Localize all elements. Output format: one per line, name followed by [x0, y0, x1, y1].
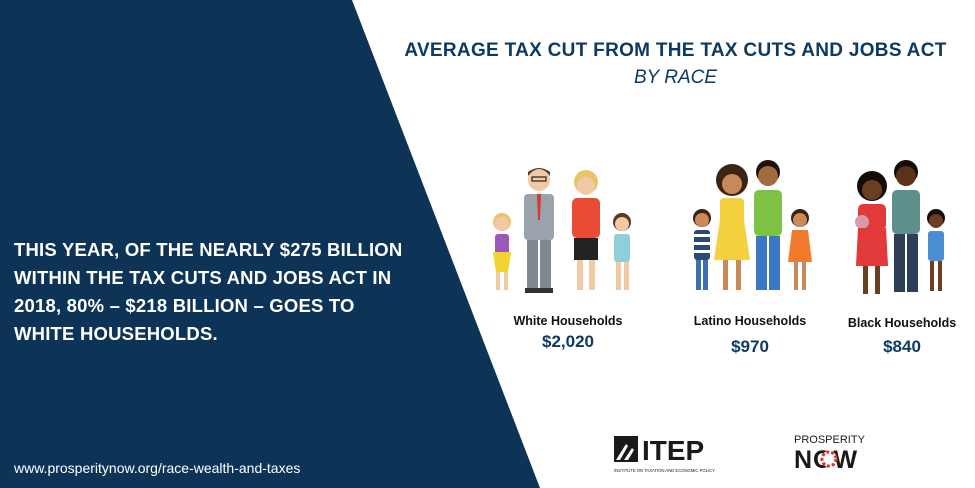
- statement-line: 2018, 80% – $218 BILLION – GOES TO: [14, 295, 355, 316]
- itep-tagline: INSTITUTE ON TAXATION AND ECONOMIC POLIC…: [614, 468, 715, 473]
- prosperity-now-logo: PROSPERITY NOW: [792, 432, 882, 481]
- page-subtitle: BY RACE: [633, 67, 718, 88]
- group-label-white: White Households: [513, 314, 623, 328]
- group-value-white: $2,020: [542, 332, 594, 351]
- group-value-black: $840: [883, 337, 921, 356]
- group-label-latino: Latino Households: [693, 314, 807, 328]
- group-value-latino: $970: [731, 337, 769, 356]
- latino-family-illustration: [684, 158, 819, 295]
- source-url-link[interactable]: www.prosperitynow.org/race-wealth-and-ta…: [14, 460, 301, 476]
- black-family-illustration: [848, 158, 953, 298]
- white-family-illustration: [484, 160, 644, 295]
- statement-line: WITHIN THE TAX CUTS AND JOBS ACT IN: [14, 267, 392, 288]
- tax-statement: THIS YEAR, OF THE NEARLY $275 BILLION WI…: [14, 236, 454, 348]
- group-label-black: Black Households: [847, 316, 957, 330]
- prosperity-wordmark: PROSPERITY: [794, 434, 866, 446]
- itep-logo: ITEP INSTITUTE ON TAXATION AND ECONOMIC …: [612, 432, 722, 481]
- statement-line: WHITE HOUSEHOLDS.: [14, 323, 218, 344]
- statement-line: THIS YEAR, OF THE NEARLY $275 BILLION: [14, 239, 403, 260]
- page-title: AVERAGE TAX CUT FROM THE TAX CUTS AND JO…: [404, 40, 947, 61]
- itep-wordmark: ITEP: [642, 435, 704, 466]
